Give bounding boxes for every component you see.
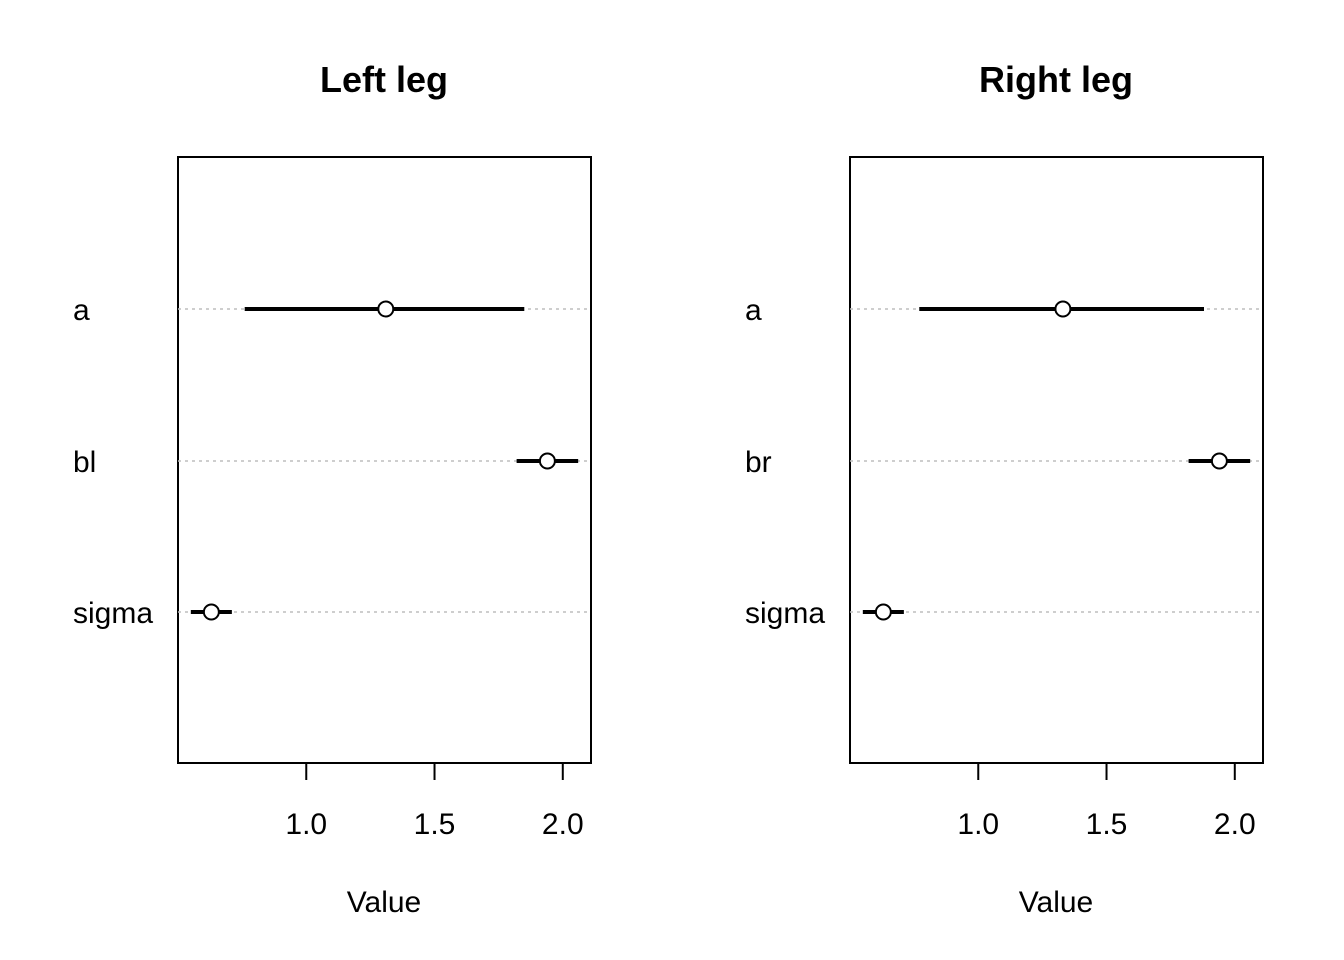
parameter-label: a: [73, 294, 90, 327]
panel-right-leg: Right leg a br sigma 1.0 1.5 2.0 Value: [745, 59, 1264, 919]
panel-title: Right leg: [979, 59, 1133, 100]
parameter-rows: a bl sigma: [73, 294, 591, 630]
x-axis-label: Value: [1019, 886, 1094, 919]
panel-left-leg: Left leg a bl sigma 1.0 1.5 2.0 Value: [73, 59, 592, 919]
panel-title: Left leg: [320, 59, 448, 100]
parameter-label: sigma: [73, 597, 153, 630]
mean-point: [1210, 452, 1228, 470]
parameter-label: bl: [73, 446, 96, 479]
mean-point: [202, 603, 220, 621]
parameter-label: br: [745, 446, 772, 479]
x-axis-label: Value: [347, 886, 422, 919]
mean-point: [1054, 300, 1072, 318]
x-axis: 1.0 1.5 2.0: [285, 763, 584, 841]
tick-label: 1.0: [957, 808, 999, 841]
tick-label: 1.5: [414, 808, 456, 841]
tick-label: 1.5: [1086, 808, 1128, 841]
tick-label: 2.0: [1214, 808, 1256, 841]
plot-frame: [849, 156, 1264, 764]
parameter-label: sigma: [745, 597, 825, 630]
parameter-rows: a br sigma: [745, 294, 1263, 630]
parameter-label: a: [745, 294, 762, 327]
plot-frame: [177, 156, 592, 764]
x-axis: 1.0 1.5 2.0: [957, 763, 1256, 841]
mean-point: [538, 452, 556, 470]
mean-point: [874, 603, 892, 621]
mean-point: [377, 300, 395, 318]
tick-label: 1.0: [285, 808, 327, 841]
tick-label: 2.0: [542, 808, 584, 841]
